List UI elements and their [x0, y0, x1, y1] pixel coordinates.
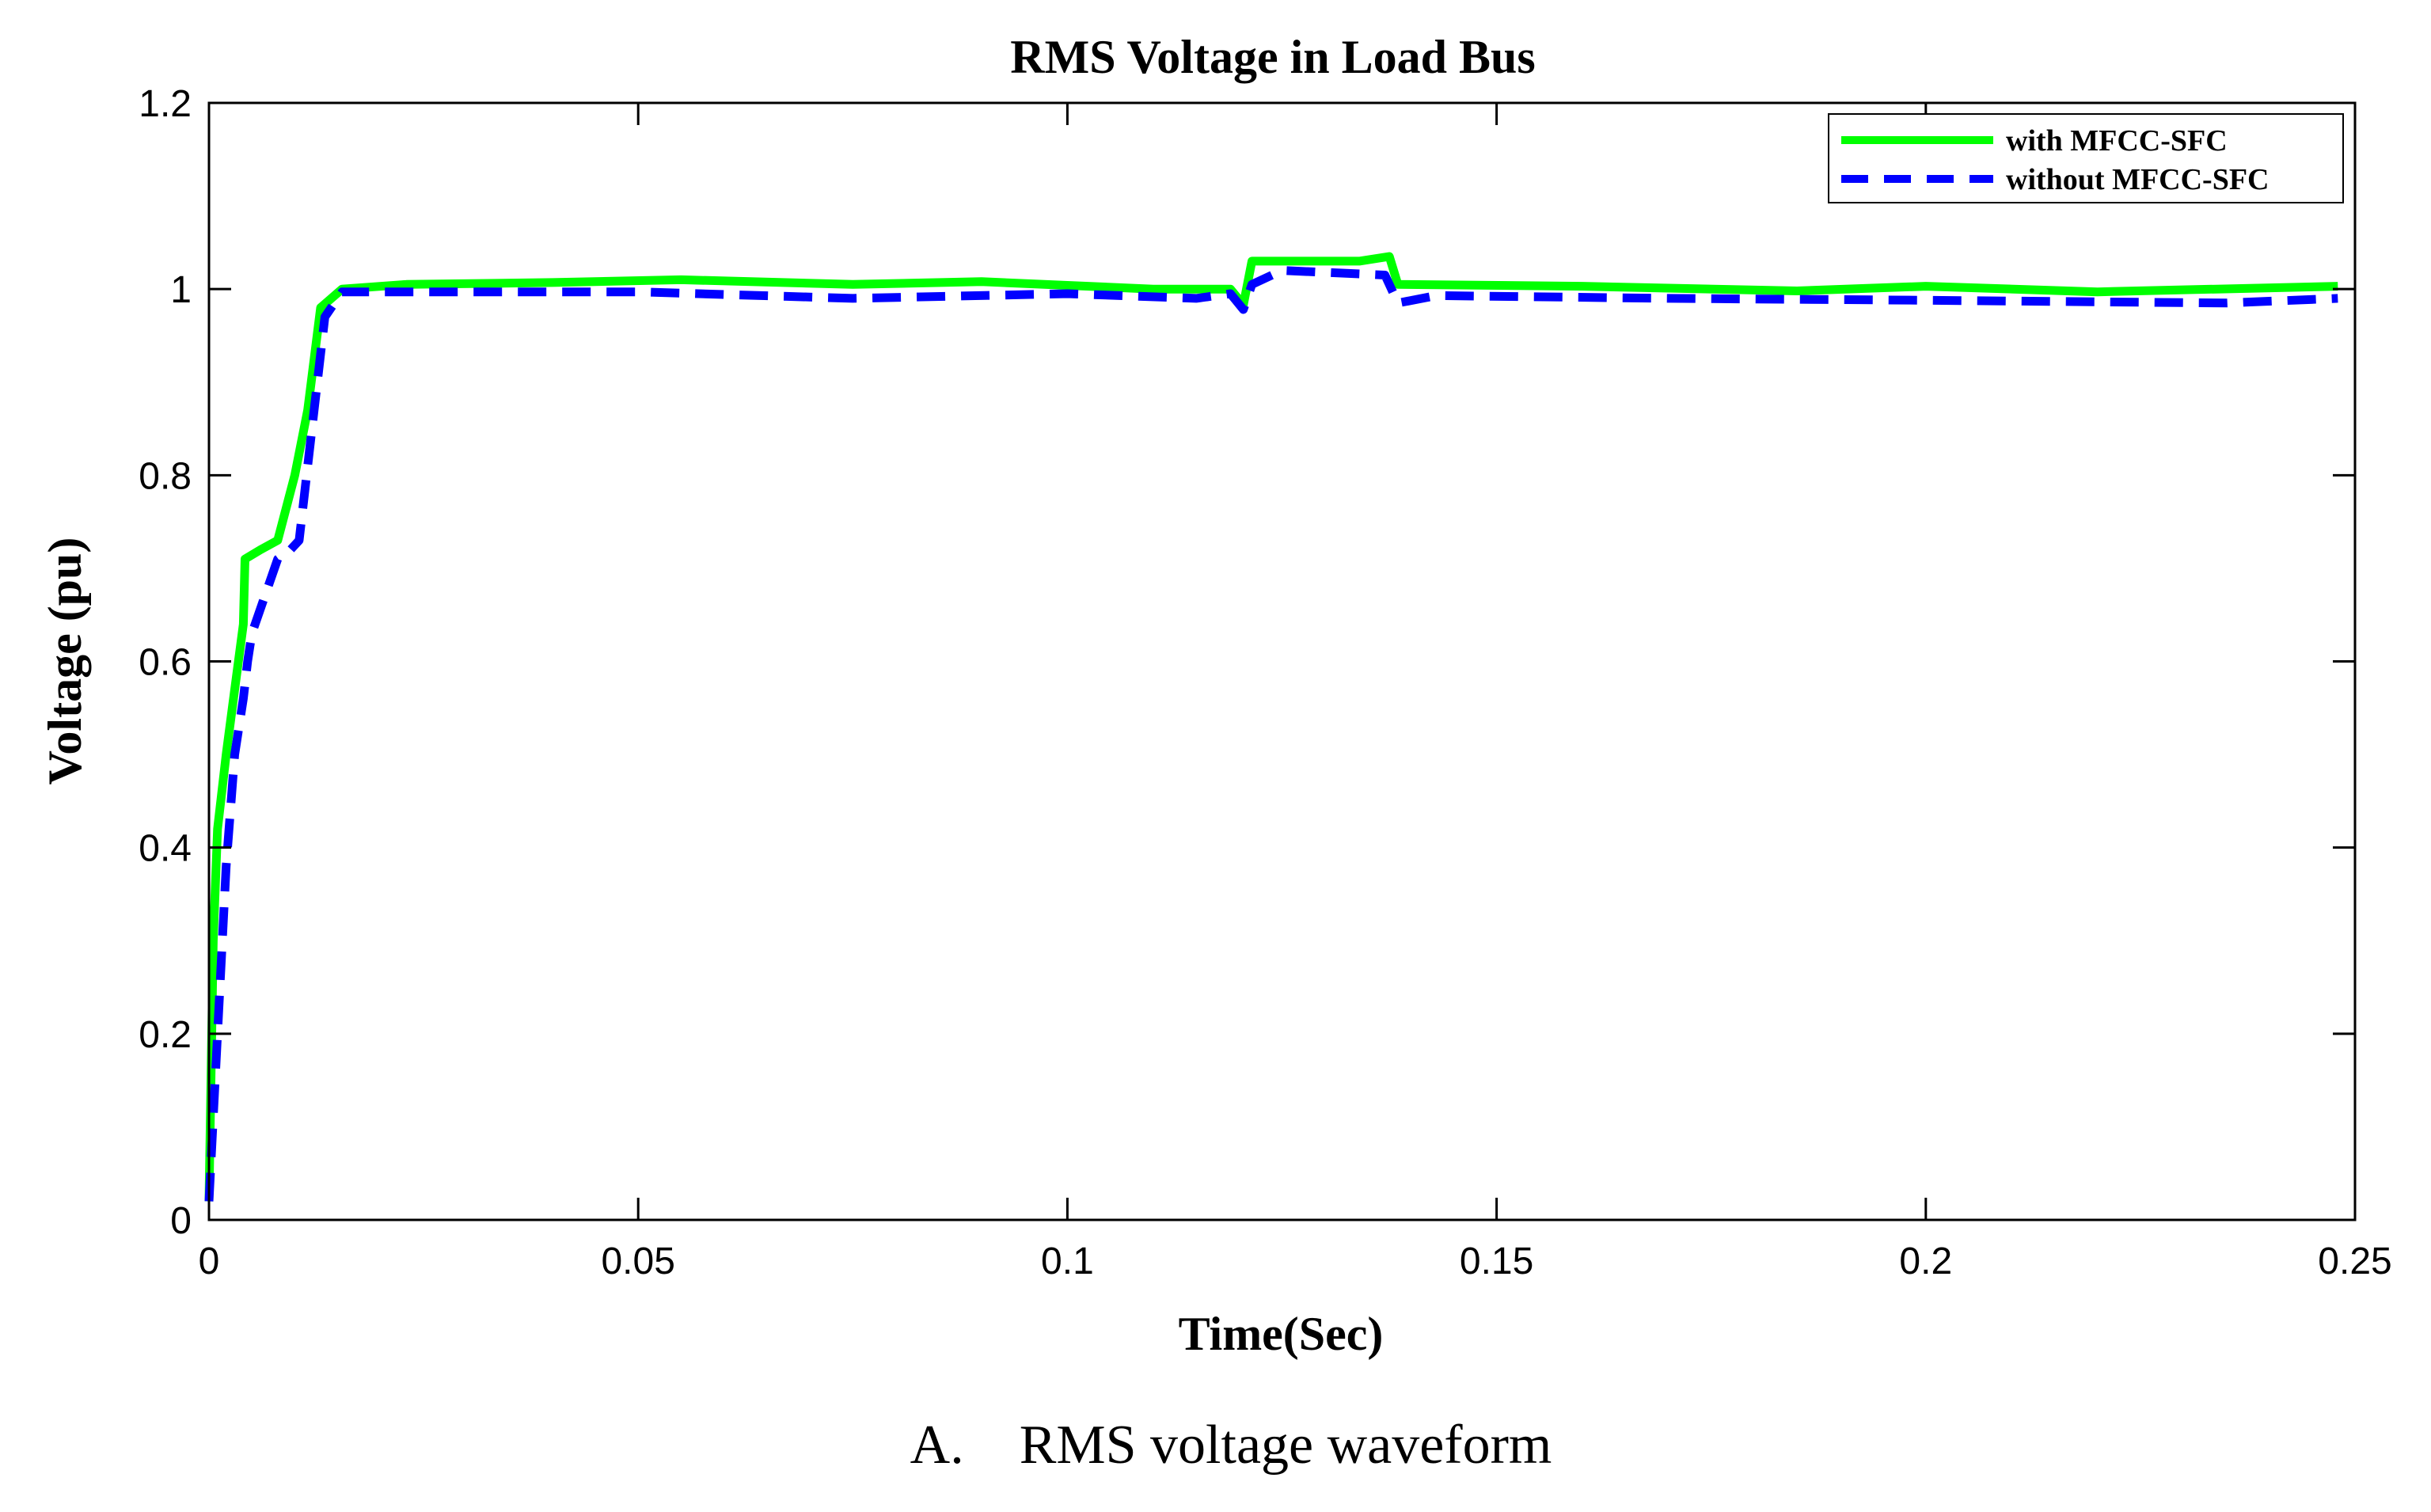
x-tick-label: 0.05: [601, 1240, 674, 1282]
x-axis-label: Time(Sec): [1179, 1308, 1384, 1360]
y-tick-label: 0.6: [139, 642, 192, 684]
plot-frame: [207, 101, 2357, 1221]
y-axis-label: Voltage (pu): [39, 538, 91, 785]
y-tick-label: 1.2: [139, 83, 192, 125]
x-tick-label: 0: [199, 1240, 220, 1282]
legend-label-without-mfcc-sfc: without MFCC-SFC: [2006, 163, 2269, 196]
x-axis: 0 0.05 0.1 0.15 0.2 0.25: [199, 103, 2392, 1282]
plot-lines: [204, 252, 2338, 1202]
y-axis: 0 0.2 0.4 0.6 0.8 1 1.2: [139, 83, 2355, 1242]
legend: with MFCC-SFC without MFCC-SFC: [1828, 113, 2344, 203]
y-tick-label: 0: [170, 1200, 192, 1242]
x-tick-label: 0.15: [1460, 1240, 1533, 1282]
y-tick-label: 1: [170, 269, 192, 311]
series-line-without-mfcc-sfc: [204, 266, 2338, 1202]
chart-title: RMS Voltage in Load Bus: [1010, 31, 1536, 83]
x-tick-label: 0.2: [1899, 1240, 1952, 1282]
y-tick-label: 0.4: [139, 828, 192, 870]
legend-label-with-mfcc-sfc: with MFCC-SFC: [2006, 124, 2228, 158]
x-tick-label: 0.25: [2318, 1240, 2391, 1282]
x-tick-label: 0.1: [1041, 1240, 1094, 1282]
figure-caption: A. RMS voltage waveform: [910, 1415, 1552, 1476]
legend-box: [1828, 113, 2344, 203]
y-tick-label: 0.8: [139, 455, 192, 497]
y-tick-label: 0.2: [139, 1014, 192, 1056]
series-line-with-mfcc-sfc: [204, 252, 2338, 1202]
